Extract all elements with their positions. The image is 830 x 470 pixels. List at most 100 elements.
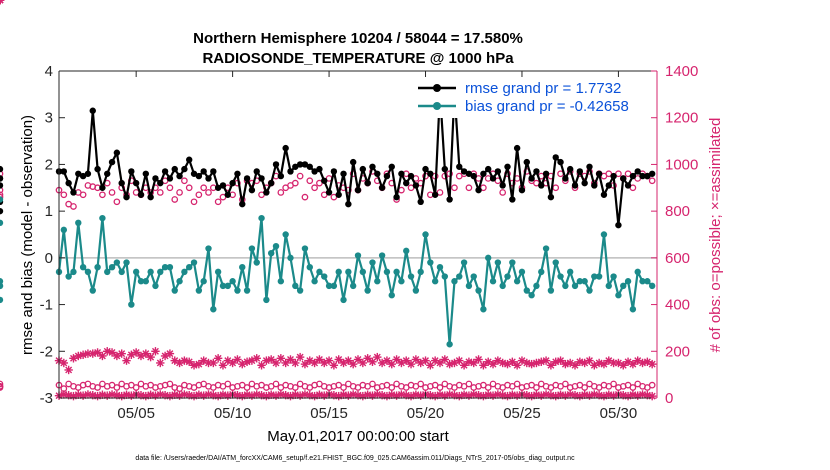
data-point	[528, 175, 535, 182]
data-point	[118, 179, 125, 187]
count-point	[474, 355, 483, 364]
data-point	[316, 165, 323, 173]
count-point	[310, 358, 319, 368]
data-point	[644, 278, 651, 285]
asterisk-stroke	[108, 348, 116, 356]
asterisk-stroke	[528, 360, 536, 368]
data-point	[181, 165, 188, 173]
data-point	[465, 282, 473, 290]
data-point	[316, 268, 323, 276]
data-point	[301, 245, 309, 252]
count-point	[334, 355, 343, 364]
count-point	[108, 189, 116, 196]
asterisk-stroke	[325, 357, 333, 365]
asterisk-stroke	[561, 360, 569, 368]
data-point	[398, 170, 405, 177]
count-point	[277, 189, 285, 196]
y-left-tick-label: 4	[45, 63, 53, 80]
count-point	[599, 359, 609, 369]
data-point	[634, 168, 641, 175]
data-point	[89, 287, 96, 294]
data-point	[0, 165, 4, 173]
data-point	[620, 282, 627, 290]
data-point	[267, 179, 275, 187]
data-point	[186, 264, 193, 271]
count-point	[113, 384, 121, 391]
data-point	[571, 182, 579, 189]
data-point	[292, 282, 299, 290]
asterisk-stroke	[171, 357, 179, 365]
data-point	[359, 268, 367, 276]
count-point	[286, 355, 295, 364]
data-point	[513, 144, 521, 152]
count-point	[629, 384, 637, 391]
count-point	[171, 196, 179, 203]
data-point	[403, 247, 410, 255]
count-point	[195, 191, 203, 199]
asterisk-stroke	[518, 357, 526, 365]
data-point	[475, 186, 482, 194]
data-point	[595, 170, 603, 177]
data-point	[552, 259, 559, 266]
chart-subtitle: RADIOSONDE_TEMPERATURE @ 1000 hPa	[202, 50, 514, 67]
data-point	[470, 273, 477, 280]
data-point	[523, 158, 530, 166]
x-tick-label: 05/25	[503, 405, 541, 422]
data-point	[557, 273, 564, 280]
data-point	[272, 161, 280, 168]
plot-area	[59, 71, 657, 398]
asterisk-stroke	[253, 354, 261, 362]
asterisk-stroke	[364, 354, 372, 362]
asterisk-stroke	[475, 355, 483, 363]
data-point	[123, 259, 130, 266]
data-point	[620, 175, 627, 182]
data-point	[190, 170, 198, 177]
data-point	[441, 273, 449, 280]
data-point	[480, 170, 487, 177]
data-point	[489, 278, 497, 285]
count-point	[79, 191, 87, 199]
count-point	[0, 193, 4, 201]
data-point	[108, 264, 116, 271]
data-point	[234, 170, 241, 177]
asterisk-stroke	[373, 353, 381, 361]
data-point	[398, 278, 405, 285]
y-right-tick-label: 1000	[665, 156, 698, 173]
data-point	[108, 158, 116, 166]
y-left-tick-label: -3	[40, 390, 53, 407]
data-point	[147, 268, 154, 276]
data-point	[629, 306, 637, 313]
count-point	[228, 358, 237, 368]
y-left-tick-label: -1	[40, 297, 53, 314]
data-point	[128, 301, 135, 308]
data-point	[542, 245, 550, 252]
data-point	[595, 273, 603, 280]
count-point	[340, 384, 347, 391]
data-point	[219, 282, 227, 290]
count-point	[464, 357, 474, 366]
x-tick-label: 05/10	[214, 405, 252, 422]
count-point	[175, 358, 184, 368]
asterisk-stroke	[262, 357, 270, 365]
count-point	[151, 347, 160, 356]
data-point	[456, 163, 463, 170]
count-point	[291, 179, 299, 187]
asterisk-stroke	[151, 347, 159, 355]
data-point	[340, 170, 347, 177]
count-point	[103, 347, 112, 356]
data-point	[84, 170, 92, 177]
asterisk-stroke	[470, 359, 478, 367]
data-point	[393, 268, 400, 276]
data-point	[89, 107, 96, 114]
data-point	[615, 292, 622, 299]
data-point	[325, 189, 333, 196]
y-right-tick-label: 200	[665, 343, 690, 360]
data-point	[581, 278, 588, 285]
data-point	[374, 278, 381, 285]
data-point	[412, 287, 420, 294]
count-point	[488, 359, 498, 369]
count-point	[64, 365, 73, 375]
data-point	[147, 193, 154, 201]
data-point	[137, 191, 145, 198]
count-point	[369, 380, 376, 388]
